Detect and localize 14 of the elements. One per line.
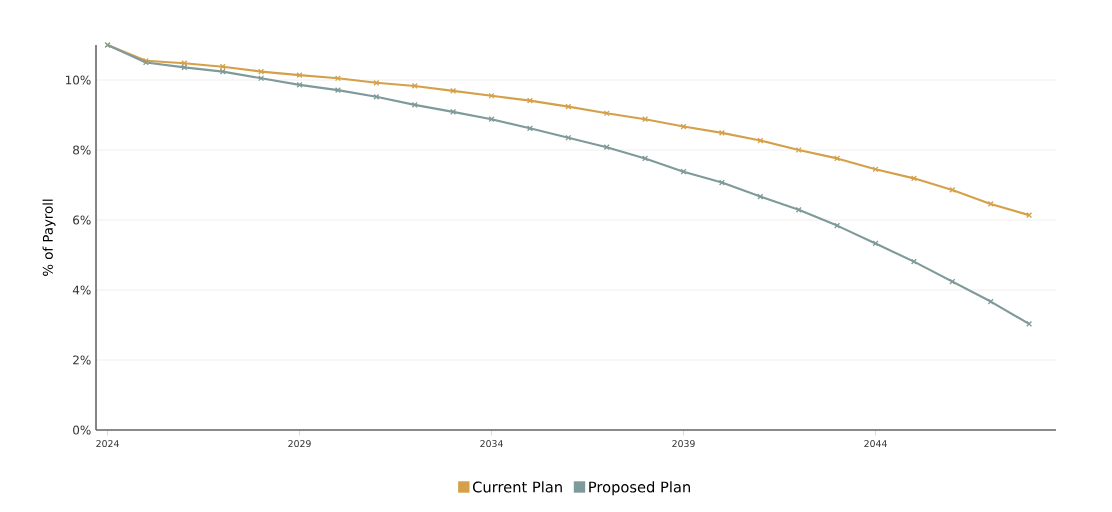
y-tick-label: 10%	[65, 75, 91, 85]
y-axis-title: % of Payroll	[42, 199, 56, 276]
x-tick-label: 2024	[96, 440, 119, 448]
x-tick-label: 2039	[672, 440, 695, 448]
x-tick-label: 2029	[288, 440, 311, 448]
y-tick-label: 4%	[72, 285, 91, 295]
y-tick-label: 2%	[73, 355, 91, 365]
y-tick-label: 6%	[73, 215, 91, 225]
legend-label: Proposed Plan	[589, 481, 690, 496]
y-tick-label: 8%	[73, 145, 91, 155]
y-tick-label: 0%	[73, 425, 91, 435]
x-tick-label: 2044	[864, 440, 887, 448]
x-tick-label: 2034	[480, 440, 503, 448]
legend-label: Current Plan	[472, 481, 562, 493]
